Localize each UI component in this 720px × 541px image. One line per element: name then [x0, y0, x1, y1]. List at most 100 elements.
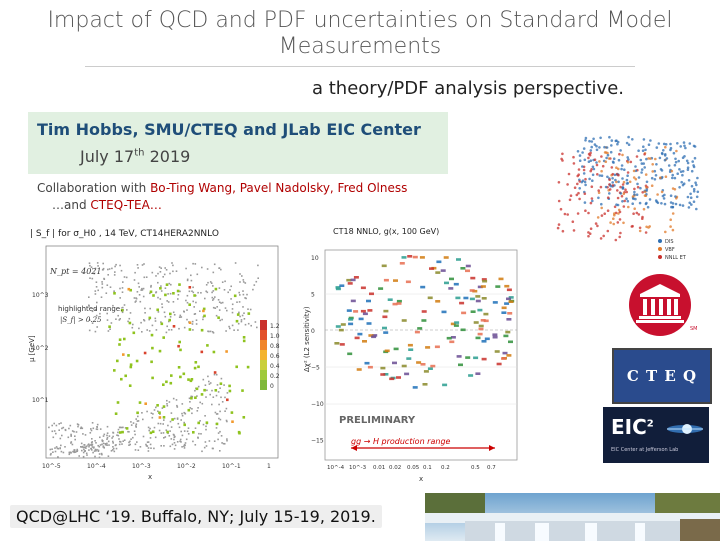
left-point-gray [120, 269, 123, 272]
left-point-gray [197, 407, 199, 409]
left-point-highlight [162, 416, 166, 419]
left-point-gray [173, 442, 176, 444]
scatter-point [684, 146, 687, 150]
left-point-gray [158, 266, 161, 268]
right-point [453, 282, 459, 286]
left-point-highlight [188, 303, 191, 306]
left-point-gray [185, 438, 188, 441]
right-point [384, 349, 390, 353]
left-point-gray [237, 322, 240, 325]
scatter-point [589, 151, 592, 155]
left-point-gray [119, 297, 121, 299]
left-point-gray [199, 310, 201, 312]
right-point [468, 374, 474, 377]
left-point-gray [94, 290, 97, 292]
left-point-gray [83, 444, 86, 446]
scatter-point [592, 137, 595, 141]
scatter-point [595, 161, 598, 164]
left-point-gray [129, 440, 131, 443]
scatter-point [634, 197, 637, 201]
left-point-gray [93, 450, 96, 452]
scatter-point [643, 190, 647, 193]
left-point-gray [88, 445, 90, 448]
scatter-point [664, 143, 668, 146]
left-point-highlight [116, 359, 119, 363]
scatter-point [645, 186, 648, 189]
left-point-gray [71, 430, 74, 432]
scatter-point [587, 156, 590, 160]
left-point-gray [128, 444, 130, 446]
left-point-gray [242, 281, 245, 283]
left-point-gray [134, 449, 137, 451]
collab2-name: CTEQ-TEA… [90, 198, 162, 212]
left-point-gray [183, 447, 186, 449]
scatter-point [686, 195, 690, 199]
right-point [392, 361, 397, 365]
left-point-gray [155, 329, 158, 331]
left-point-highlight [150, 333, 154, 337]
left-point-gray [154, 317, 157, 320]
left-point-highlight [144, 402, 147, 405]
left-point-highlight [177, 344, 180, 348]
left-point-gray [102, 435, 105, 437]
left-point-gray [95, 442, 97, 444]
scatter-point [590, 145, 593, 149]
right-point [463, 296, 469, 300]
right-point [369, 292, 374, 296]
scatter-point [683, 144, 686, 148]
scatter-point [603, 151, 607, 154]
scatter-point [667, 164, 671, 167]
right-xtick-label: 10^-4 [327, 465, 345, 471]
scatter-point [592, 167, 596, 171]
right-point [477, 285, 483, 289]
left-point-gray [111, 267, 113, 270]
left-point-gray [123, 276, 126, 278]
left-point-highlight [122, 353, 125, 356]
scatter-point [679, 170, 683, 173]
left-point-gray [106, 438, 108, 440]
left-point-gray [143, 276, 146, 279]
left-point-gray [196, 273, 199, 276]
left-point-gray [194, 427, 197, 429]
left-point-gray [231, 308, 234, 310]
left-point-gray [90, 443, 92, 446]
left-point-highlight [230, 411, 234, 414]
right-point [335, 287, 341, 291]
scatter-point [673, 176, 677, 180]
left-point-gray [120, 426, 123, 429]
right-point [353, 310, 359, 313]
right-point [429, 267, 434, 270]
right-point [475, 299, 481, 303]
left-point-gray [111, 449, 114, 451]
scatter-point [663, 158, 667, 162]
left-point-gray [172, 301, 175, 303]
left-point-highlight [231, 420, 234, 423]
left-point-gray [146, 329, 148, 331]
left-point-gray [159, 298, 162, 300]
scatter-point [644, 231, 648, 234]
left-point-gray [59, 437, 62, 440]
left-point-gray [202, 423, 205, 426]
scatter-point [688, 201, 691, 205]
scatter-point [648, 198, 652, 201]
left-point-gray [67, 436, 70, 439]
right-point [335, 325, 341, 328]
scatter-point [612, 222, 615, 226]
left-point-gray [180, 430, 182, 433]
left-point-gray [123, 439, 126, 441]
left-point-gray [91, 446, 94, 448]
left-point-highlight [197, 421, 200, 425]
scatter-point [658, 156, 662, 160]
left-point-gray [186, 309, 188, 311]
left-point-highlight [165, 380, 168, 384]
scatter-point [678, 203, 682, 207]
left-point-gray [179, 290, 181, 293]
left-point-gray [176, 406, 179, 408]
scatter-point [600, 174, 604, 177]
left-point-gray [80, 426, 83, 429]
right-point [472, 289, 478, 293]
right-point [443, 256, 449, 259]
right-point [401, 256, 407, 259]
right-point [383, 309, 389, 313]
left-point-highlight [148, 316, 152, 320]
